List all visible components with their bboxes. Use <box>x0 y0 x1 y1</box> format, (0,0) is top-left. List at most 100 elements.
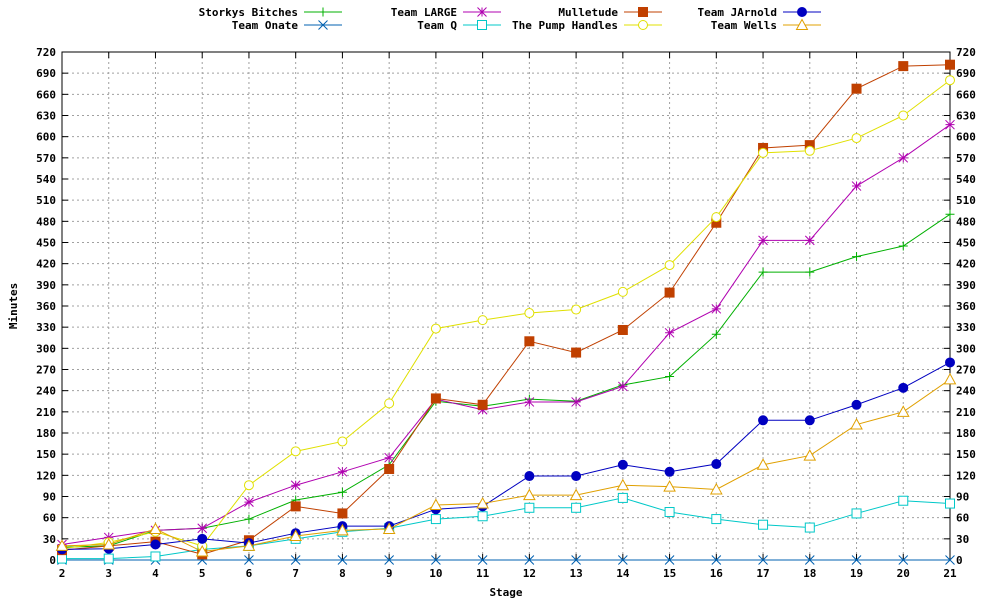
series-the-pump-handles <box>57 75 955 554</box>
point-marker <box>571 555 581 565</box>
y-tick-label-right: 690 <box>956 67 976 80</box>
y-tick-label: 240 <box>36 385 56 398</box>
point-marker <box>150 551 161 562</box>
x-tick-label: 8 <box>339 567 346 580</box>
y-tick-label-right: 270 <box>956 364 976 377</box>
series-line <box>61 124 951 545</box>
y-tick-label: 0 <box>49 554 56 567</box>
legend-label: Team Q <box>417 19 457 32</box>
point-marker <box>102 537 116 550</box>
point-marker <box>290 555 301 565</box>
series-line <box>61 79 951 550</box>
point-marker <box>382 522 396 534</box>
x-tick-label: 4 <box>152 567 159 580</box>
point-marker <box>898 110 909 121</box>
point-marker <box>638 7 648 17</box>
y-tick-label-right: 420 <box>956 258 976 271</box>
series-line <box>61 213 951 548</box>
point-marker <box>571 304 582 315</box>
series-team-onate <box>57 555 955 565</box>
point-marker <box>524 336 535 347</box>
point-marker <box>665 372 675 382</box>
point-marker <box>711 459 722 470</box>
point-marker <box>477 7 487 17</box>
point-marker <box>617 381 628 392</box>
point-marker <box>523 488 536 501</box>
y-tick-label: 450 <box>36 237 56 250</box>
x-tick-label: 17 <box>756 567 769 580</box>
point-marker <box>337 466 348 477</box>
y-tick-label-right: 660 <box>956 88 976 101</box>
point-marker <box>55 539 69 551</box>
point-marker <box>805 267 815 277</box>
y-tick-label-right: 300 <box>956 342 976 355</box>
y-tick-label: 570 <box>36 152 56 165</box>
point-marker <box>197 533 208 544</box>
x-tick-label: 11 <box>476 567 490 580</box>
point-marker <box>337 436 348 447</box>
y-tick-label: 720 <box>36 46 56 59</box>
point-marker <box>711 329 721 339</box>
point-marker <box>571 397 581 407</box>
legend-label: Team Wells <box>711 19 777 32</box>
y-tick-label-right: 0 <box>956 554 963 567</box>
point-marker <box>804 522 815 533</box>
point-marker <box>617 459 628 470</box>
series-line <box>61 64 951 555</box>
series-group <box>55 59 957 565</box>
point-marker <box>898 495 909 506</box>
series-line <box>61 362 951 550</box>
point-marker <box>711 212 722 223</box>
point-marker <box>945 59 955 70</box>
point-marker <box>945 119 955 130</box>
series-team-large <box>57 119 955 550</box>
plot-frame <box>61 51 951 561</box>
point-marker <box>476 497 489 509</box>
y-tick-label: 210 <box>36 406 56 419</box>
point-marker <box>898 241 908 251</box>
point-marker <box>709 482 723 495</box>
point-marker <box>384 398 395 409</box>
x-tick-label: 16 <box>710 567 724 580</box>
point-marker <box>384 463 395 474</box>
point-marker <box>664 466 675 477</box>
y-tick-label: 510 <box>36 194 56 207</box>
y-tick-label-right: 390 <box>956 279 976 292</box>
point-marker <box>617 324 628 335</box>
point-marker <box>945 209 955 219</box>
point-marker <box>804 145 815 156</box>
legend-label: Team LARGE <box>391 6 457 19</box>
y-tick-label-right: 510 <box>956 194 976 207</box>
point-marker <box>524 397 535 407</box>
point-marker <box>795 18 809 30</box>
point-marker <box>431 555 441 565</box>
point-marker <box>477 511 488 522</box>
x-tick-label: 13 <box>569 567 582 580</box>
x-axis-label: Stage <box>489 586 522 599</box>
y-tick-label-right: 240 <box>956 385 976 398</box>
y-tick-label: 330 <box>36 321 56 334</box>
x-tick-label: 20 <box>897 567 910 580</box>
point-marker <box>429 498 443 510</box>
point-marker <box>663 480 676 492</box>
point-marker <box>289 529 303 542</box>
point-marker <box>524 555 535 565</box>
point-marker <box>337 555 348 565</box>
point-marker <box>804 555 815 565</box>
x-tick-label: 2 <box>59 567 66 580</box>
y-tick-label-right: 570 <box>956 152 976 165</box>
point-marker <box>664 327 675 338</box>
point-marker <box>711 514 722 525</box>
series-line <box>62 497 951 560</box>
point-marker <box>758 415 769 426</box>
point-marker <box>197 523 208 534</box>
point-marker <box>149 522 162 534</box>
point-marker <box>758 519 769 530</box>
series-line <box>61 378 951 553</box>
x-tick-label: 21 <box>943 567 957 580</box>
legend-label: Team JArnold <box>698 6 777 19</box>
point-marker <box>430 514 441 525</box>
point-marker <box>477 555 488 565</box>
y-tick-label: 360 <box>36 300 56 313</box>
